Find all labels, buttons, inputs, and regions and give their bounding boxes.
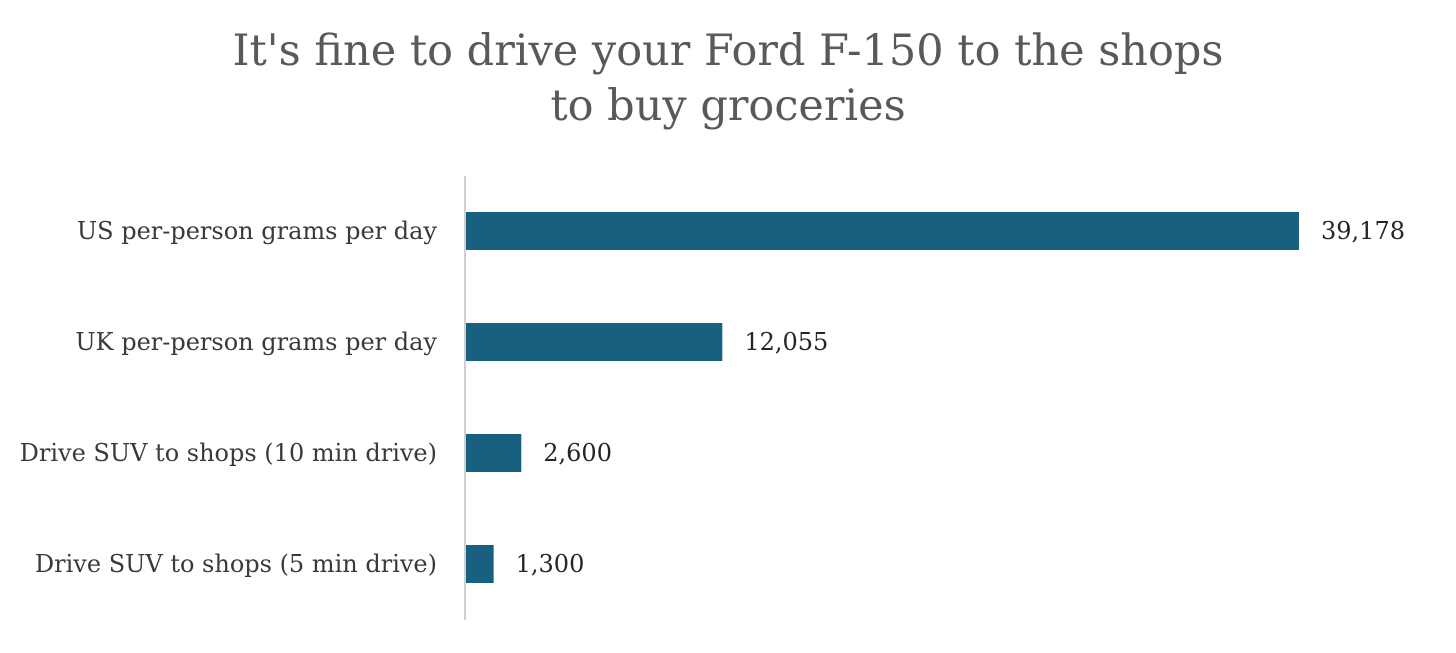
bar-0: [466, 212, 1299, 250]
category-label-1: UK per-person grams per day: [75, 328, 437, 356]
bar-3: [466, 545, 494, 583]
category-label-3: Drive SUV to shops (5 min drive): [35, 550, 437, 578]
chart-title-text: It's fine to drive your Ford F-150 to th…: [232, 26, 1224, 131]
chart-title: It's fine to drive your Ford F-150 to th…: [0, 24, 1456, 134]
value-label-3: 1,300: [516, 550, 585, 578]
value-label-0: 39,178: [1321, 217, 1405, 245]
value-label-1: 12,055: [744, 328, 828, 356]
bar-2: [466, 434, 522, 472]
category-label-0: US per-person grams per day: [77, 217, 438, 245]
category-label-2: Drive SUV to shops (10 min drive): [20, 439, 437, 467]
bar-1: [466, 323, 723, 361]
labels-layer: US per-person grams per day 39,178 UK per-…: [20, 217, 1405, 578]
value-label-2: 2,600: [543, 439, 612, 467]
bars-layer: [466, 212, 1299, 583]
